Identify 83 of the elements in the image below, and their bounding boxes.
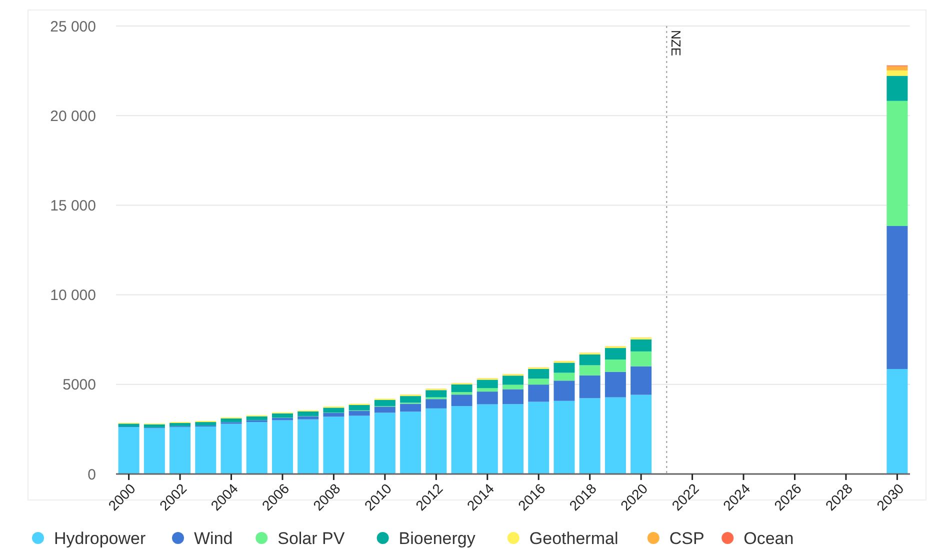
bar [554, 380, 575, 401]
bar [220, 424, 242, 474]
bar [528, 384, 550, 402]
bar [528, 368, 550, 379]
bar [118, 424, 140, 427]
bar [476, 388, 498, 392]
bar [170, 427, 191, 474]
bar [298, 416, 319, 420]
bar [426, 390, 447, 398]
bar [502, 376, 524, 385]
y-tick-label: 0 [88, 466, 96, 484]
legend-label: Bioenergy [398, 528, 476, 548]
bar [604, 348, 626, 360]
bar [374, 412, 396, 474]
bar [604, 359, 626, 372]
bar [476, 392, 498, 404]
y-tick-label: 10 000 [50, 287, 96, 304]
bar [886, 76, 908, 101]
bar [348, 405, 370, 410]
legend-label: Geothermal [529, 528, 618, 548]
y-tick-label: 20 000 [50, 108, 96, 125]
bar [579, 365, 600, 376]
bar [476, 404, 498, 474]
bar [554, 400, 575, 474]
bar [579, 398, 600, 474]
bar [272, 413, 293, 418]
bar [272, 418, 293, 420]
y-tick-label: 15 000 [50, 197, 96, 214]
bar [604, 372, 626, 398]
bar [630, 339, 652, 352]
bar [451, 394, 472, 406]
bar [630, 351, 652, 366]
bar [502, 389, 524, 404]
bar [195, 422, 216, 426]
bar [374, 400, 396, 406]
ref-line-label: NZE [668, 30, 684, 56]
bar [272, 420, 293, 474]
bar [298, 419, 319, 474]
bar [426, 399, 447, 408]
bar [348, 410, 370, 416]
bar [220, 418, 242, 422]
bar [323, 408, 344, 413]
bar [451, 384, 472, 392]
bar [374, 406, 396, 413]
bar [323, 416, 344, 474]
bar [400, 404, 422, 412]
bar [502, 404, 524, 474]
bar [400, 412, 422, 474]
bar [144, 428, 165, 474]
bar [886, 368, 908, 474]
bar [323, 412, 344, 417]
bar [579, 354, 600, 366]
y-tick-label: 5000 [62, 376, 96, 394]
bar [348, 416, 370, 474]
bar [451, 392, 472, 395]
bar [528, 402, 550, 474]
bar [298, 411, 319, 416]
y-tick-label: 25 000 [50, 18, 96, 36]
bar [886, 70, 908, 76]
bar [554, 372, 575, 381]
bar [144, 424, 165, 428]
bar [579, 375, 600, 398]
bar [476, 380, 498, 388]
legend-label: Solar PV [278, 528, 346, 548]
bar [400, 396, 422, 403]
bar [426, 408, 447, 474]
bar [886, 100, 908, 226]
legend-label: CSP [669, 528, 704, 548]
legend-label: Ocean [744, 528, 794, 548]
bar [604, 397, 626, 474]
legend-label: Wind [194, 528, 233, 548]
bar [554, 362, 575, 373]
bar [528, 378, 550, 385]
bar [630, 366, 652, 395]
bar [246, 422, 268, 474]
legend-label: Hydropower [54, 528, 146, 548]
bar [451, 406, 472, 474]
bar [886, 66, 908, 70]
bar [170, 422, 191, 426]
bar [195, 426, 216, 474]
bar [118, 427, 140, 474]
bar [886, 226, 908, 369]
bar [630, 394, 652, 474]
